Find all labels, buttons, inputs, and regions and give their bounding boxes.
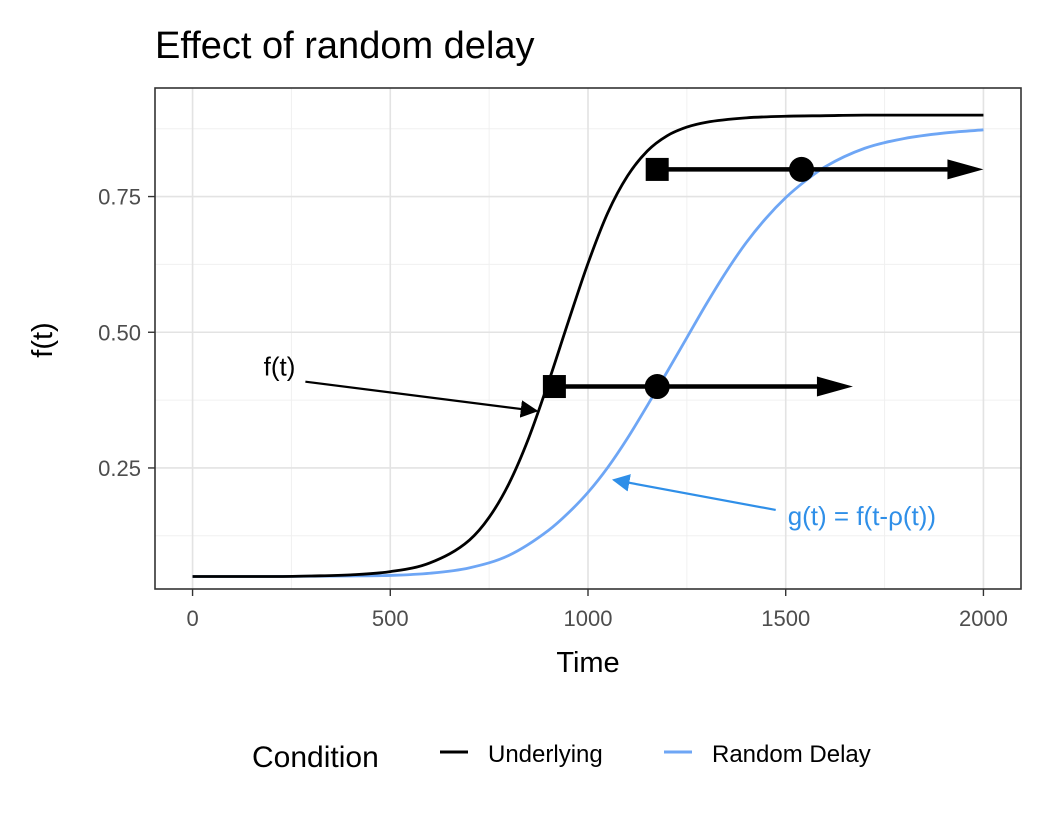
annotation-arrow (611, 474, 776, 512)
square-marker (645, 157, 669, 181)
legend-title: Condition (252, 741, 379, 774)
x-axis-title: Time (556, 647, 619, 679)
x-axis-ticks: 0 500 1000 1500 2000 (186, 589, 1008, 631)
y-axis-ticks: 0.25 0.50 0.75 (98, 185, 155, 481)
square-marker (542, 375, 566, 399)
annotations: f(t) g(t) = f(t-ρ(t)) (264, 352, 936, 531)
major-gridlines (155, 88, 1021, 589)
annotation-label: g(t) = f(t-ρ(t)) (788, 501, 936, 531)
x-tick-label: 500 (372, 606, 409, 631)
annotation-label: f(t) (264, 352, 296, 382)
y-tick-label: 0.25 (98, 456, 141, 481)
x-tick-label: 2000 (959, 606, 1008, 631)
y-tick-label: 0.75 (98, 185, 141, 210)
x-tick-label: 1000 (564, 606, 613, 631)
chart-title: Effect of random delay (155, 25, 535, 67)
x-tick-label: 1500 (761, 606, 810, 631)
y-axis-title: f(t) (27, 322, 59, 357)
x-tick-label: 0 (186, 606, 198, 631)
circle-marker (789, 156, 815, 182)
annotation-arrow (305, 380, 539, 418)
series-line-underlying (192, 113, 984, 578)
delay-arrow-head (947, 159, 984, 180)
legend: Condition Underlying Random Delay (252, 741, 871, 774)
y-tick-label: 0.50 (98, 320, 141, 345)
legend-label-random-delay: Random Delay (712, 741, 871, 768)
circle-marker (644, 374, 670, 400)
point-markers (542, 156, 815, 400)
legend-label-underlying: Underlying (488, 741, 603, 768)
delay-arrow-head (816, 376, 853, 397)
